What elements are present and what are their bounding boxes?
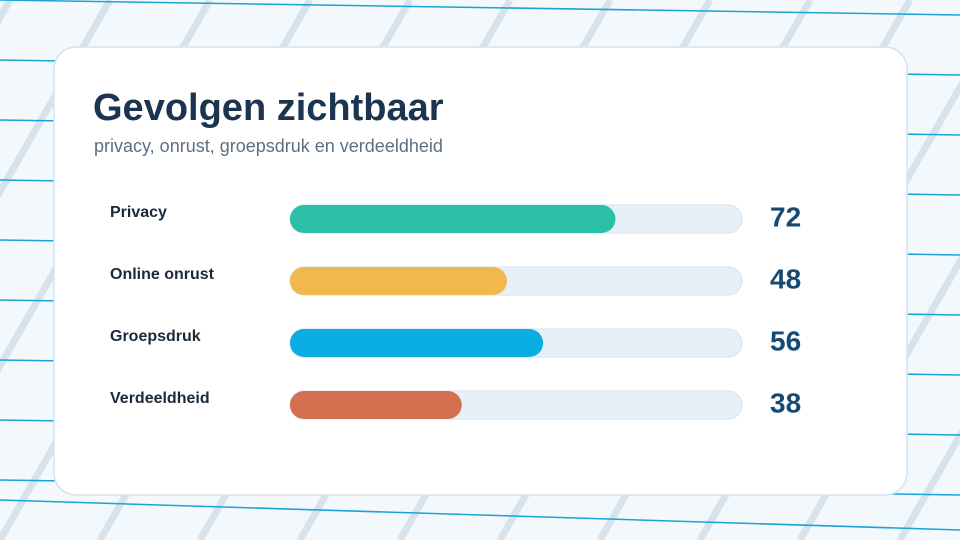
bar-label: Verdeeldheid: [110, 390, 210, 407]
bar-list: Privacy 72 Online onrust 48 Groepsdruk 56 Verd…: [110, 201, 801, 420]
title: Gevolgen zichtbaar: [93, 87, 444, 129]
bar-label: Online onrust: [110, 266, 215, 283]
bar-label: Privacy: [110, 204, 167, 221]
value-label: 48: [770, 263, 801, 294]
bar: [290, 267, 507, 295]
value-label: 72: [770, 201, 801, 232]
bar: [290, 391, 462, 419]
bar: [290, 329, 544, 357]
bar-label: Groepsdruk: [110, 328, 201, 345]
subtitle: privacy, onrust, groepsdruk en verdeeldh…: [94, 136, 443, 156]
value-label: 56: [770, 325, 801, 356]
value-label: 38: [770, 387, 801, 418]
bar: [290, 205, 616, 233]
